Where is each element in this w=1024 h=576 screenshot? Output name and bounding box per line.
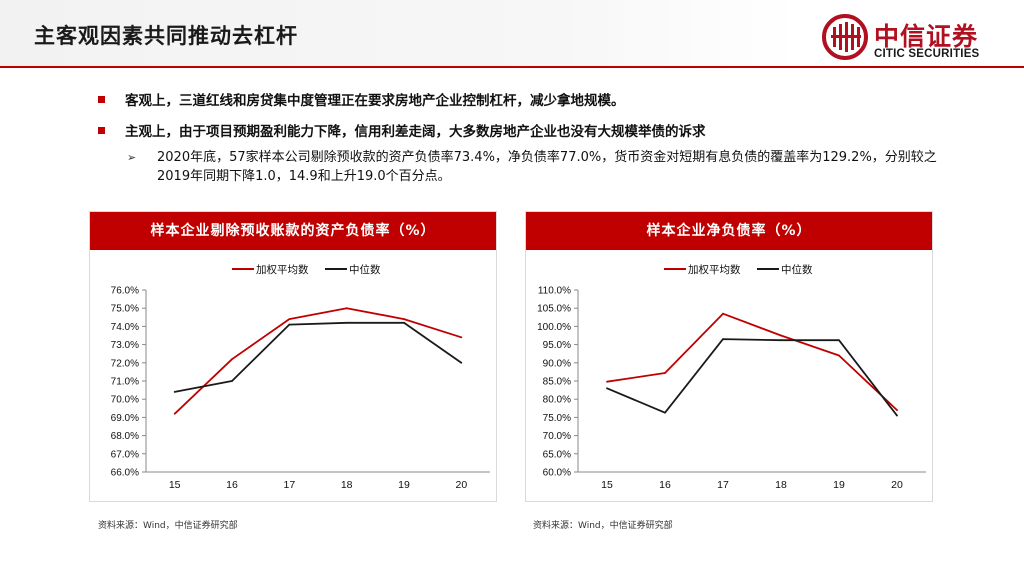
logo-english-text: CITIC SECURITIES — [874, 48, 980, 60]
data-point — [838, 354, 840, 357]
citic-emblem-icon — [822, 14, 868, 60]
arrow-bullet-icon: ➢ — [127, 151, 137, 164]
data-point — [460, 336, 463, 339]
chart-panel-asset-liability: 样本企业剔除预收账款的资产负债率（%） 加权平均数 中位数 66.0% 67.0% 68… — [89, 211, 497, 502]
square-bullet-icon — [98, 127, 105, 134]
y-tick-label: 67.0% — [111, 449, 139, 460]
y-tick-label: 73.0% — [111, 340, 139, 351]
data-point — [403, 321, 405, 324]
series-line-median — [606, 338, 898, 417]
data-point — [664, 411, 666, 414]
legend-label: 中位数 — [781, 263, 813, 276]
y-tick-label: 75.0% — [111, 304, 139, 315]
data-point — [288, 318, 291, 321]
x-tick-label: 19 — [833, 479, 845, 491]
bullet-text: 主观上，由于项目预期盈利能力下降，信用利差走阔，大多数房地产企业也没有大规模举债… — [125, 124, 706, 140]
title-bar — [0, 0, 800, 66]
y-tick-label: 72.0% — [111, 358, 139, 369]
legend-label: 加权平均数 — [688, 263, 741, 276]
y-tick-label: 66.0% — [111, 468, 139, 479]
square-bullet-icon — [98, 96, 105, 103]
logo-chinese-text: 中信证券 — [874, 22, 979, 51]
chart-asset-liability: 加权平均数 中位数 66.0% 67.0% 68.0% 69.0% 70.0% 71.0% 72… — [111, 263, 490, 491]
data-point — [345, 321, 348, 324]
x-tick-label: 17 — [717, 479, 729, 491]
x-tick-label: 20 — [455, 479, 467, 491]
y-tick-label: 90.0% — [543, 358, 571, 369]
series-line-weighted-average — [174, 307, 462, 415]
data-point — [173, 412, 176, 415]
x-tick-label: 18 — [775, 479, 787, 491]
data-point — [345, 307, 348, 310]
sub-bullet-detail: ➢ 2020年底，57家样本公司剔除预收款的资产负债率73.4%，净负债率77.… — [127, 148, 937, 186]
chart-panel-net-debt: 样本企业净负债率（%） 加权平均数 中位数 60.0% 65.0% 70.0% 75.0%… — [525, 211, 933, 502]
chart-title: 样本企业净负债率（%） — [526, 212, 932, 250]
data-point — [896, 414, 898, 417]
header-divider — [0, 66, 1024, 68]
y-tick-label: 65.0% — [543, 449, 571, 460]
data-point — [606, 380, 608, 383]
y-tick-label: 100.0% — [537, 322, 571, 333]
source-note: 资料来源：Wind，中信证券研究部 — [533, 521, 673, 531]
y-tick-label: 70.0% — [543, 431, 571, 442]
data-point — [460, 361, 463, 364]
y-tick-label: 69.0% — [111, 413, 139, 424]
data-point — [231, 380, 233, 382]
data-point — [722, 312, 724, 315]
chart-net-debt: 加权平均数 中位数 60.0% 65.0% 70.0% 75.0% 80.0% 85.0% 90… — [537, 263, 926, 491]
data-point — [838, 339, 840, 342]
x-tick-label: 15 — [169, 479, 181, 491]
data-point — [403, 318, 405, 321]
y-tick-label: 110.0% — [538, 286, 571, 297]
page-title: 主客观因素共同推动去杠杆 — [34, 23, 298, 48]
y-tick-label: 60.0% — [543, 468, 571, 479]
data-point — [780, 334, 782, 337]
y-tick-label: 85.0% — [543, 377, 571, 388]
y-tick-label: 76.0% — [111, 286, 139, 297]
chart-title: 样本企业剔除预收账款的资产负债率（%） — [90, 212, 496, 250]
x-tick-label: 16 — [226, 479, 238, 491]
data-point — [780, 339, 782, 342]
bullet-text: 客观上，三道红线和房贷集中度管理正在要求房地产企业控制杠杆，减少拿地规模。 — [125, 93, 625, 109]
source-note: 资料来源：Wind，中信证券研究部 — [98, 521, 238, 531]
bullet-objective: 客观上，三道红线和房贷集中度管理正在要求房地产企业控制杠杆，减少拿地规模。 — [98, 89, 625, 109]
y-tick-label: 74.0% — [111, 322, 139, 333]
y-tick-label: 80.0% — [543, 395, 571, 406]
x-tick-label: 20 — [891, 479, 903, 491]
x-tick-label: 19 — [398, 479, 410, 491]
legend-label: 中位数 — [349, 263, 381, 276]
data-point — [288, 323, 291, 326]
data-point — [173, 391, 176, 393]
series-line-weighted-average — [606, 312, 898, 411]
y-tick-label: 95.0% — [543, 340, 571, 351]
x-tick-label: 15 — [601, 479, 613, 491]
data-point — [722, 338, 724, 341]
data-point — [606, 387, 608, 390]
citic-logo: 中信证券 CITIC SECURITIES — [822, 14, 1012, 62]
y-tick-label: 68.0% — [111, 431, 139, 442]
sub-bullet-text: 2020年底，57家样本公司剔除预收款的资产负债率73.4%，净负债率77.0%… — [157, 150, 937, 184]
data-point — [896, 409, 898, 412]
x-tick-label: 18 — [341, 479, 353, 491]
x-tick-label: 16 — [659, 479, 671, 491]
bullet-subjective: 主观上，由于项目预期盈利能力下降，信用利差走阔，大多数房地产企业也没有大规模举债… — [98, 120, 706, 140]
y-tick-label: 71.0% — [111, 377, 139, 388]
x-tick-label: 17 — [283, 479, 295, 491]
y-tick-label: 75.0% — [543, 413, 571, 424]
y-tick-label: 105.0% — [537, 304, 571, 315]
legend-label: 加权平均数 — [256, 263, 309, 276]
data-point — [231, 358, 233, 361]
y-tick-label: 70.0% — [111, 395, 139, 406]
series-line-median — [174, 321, 462, 393]
data-point — [664, 372, 666, 374]
